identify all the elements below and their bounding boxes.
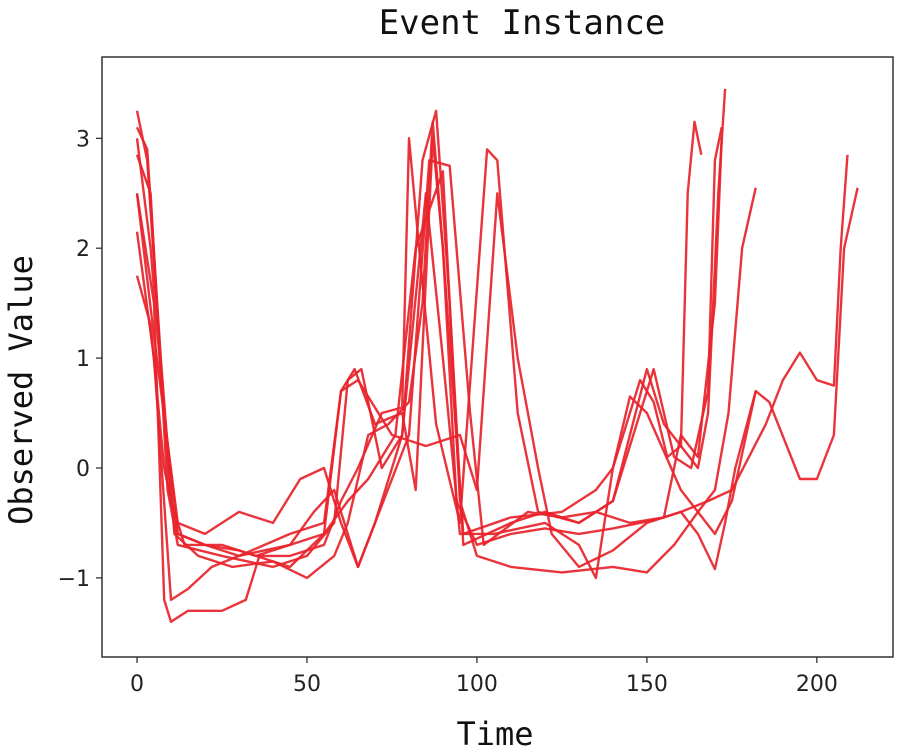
y-axis-label: Observed Value [2,255,40,525]
chart-title: Event Instance [379,3,666,43]
x-tick-label: 100 [456,672,498,697]
series-line-3 [135,127,723,623]
series-line-7 [135,159,757,571]
x-tick-label: 200 [796,672,838,697]
y-tick-label: 2 [76,237,90,262]
series-line-6 [135,138,859,580]
series-line-8 [135,120,723,580]
x-axis-label: Time [456,715,533,752]
x-tick-label: 0 [130,672,144,697]
x-tick-label: 150 [626,672,668,697]
x-axis: 0 50 100 150 200 [130,657,838,697]
plot-area [101,56,894,658]
y-tick-label: 3 [76,127,90,152]
y-axis: −1 0 1 2 3 [58,127,102,592]
x-tick-label: 50 [293,672,321,697]
y-tick-label: −1 [58,567,90,592]
y-tick-label: 0 [76,457,90,482]
series-line-2 [135,88,727,569]
series-layer [135,88,859,623]
y-tick-label: 1 [76,347,90,372]
